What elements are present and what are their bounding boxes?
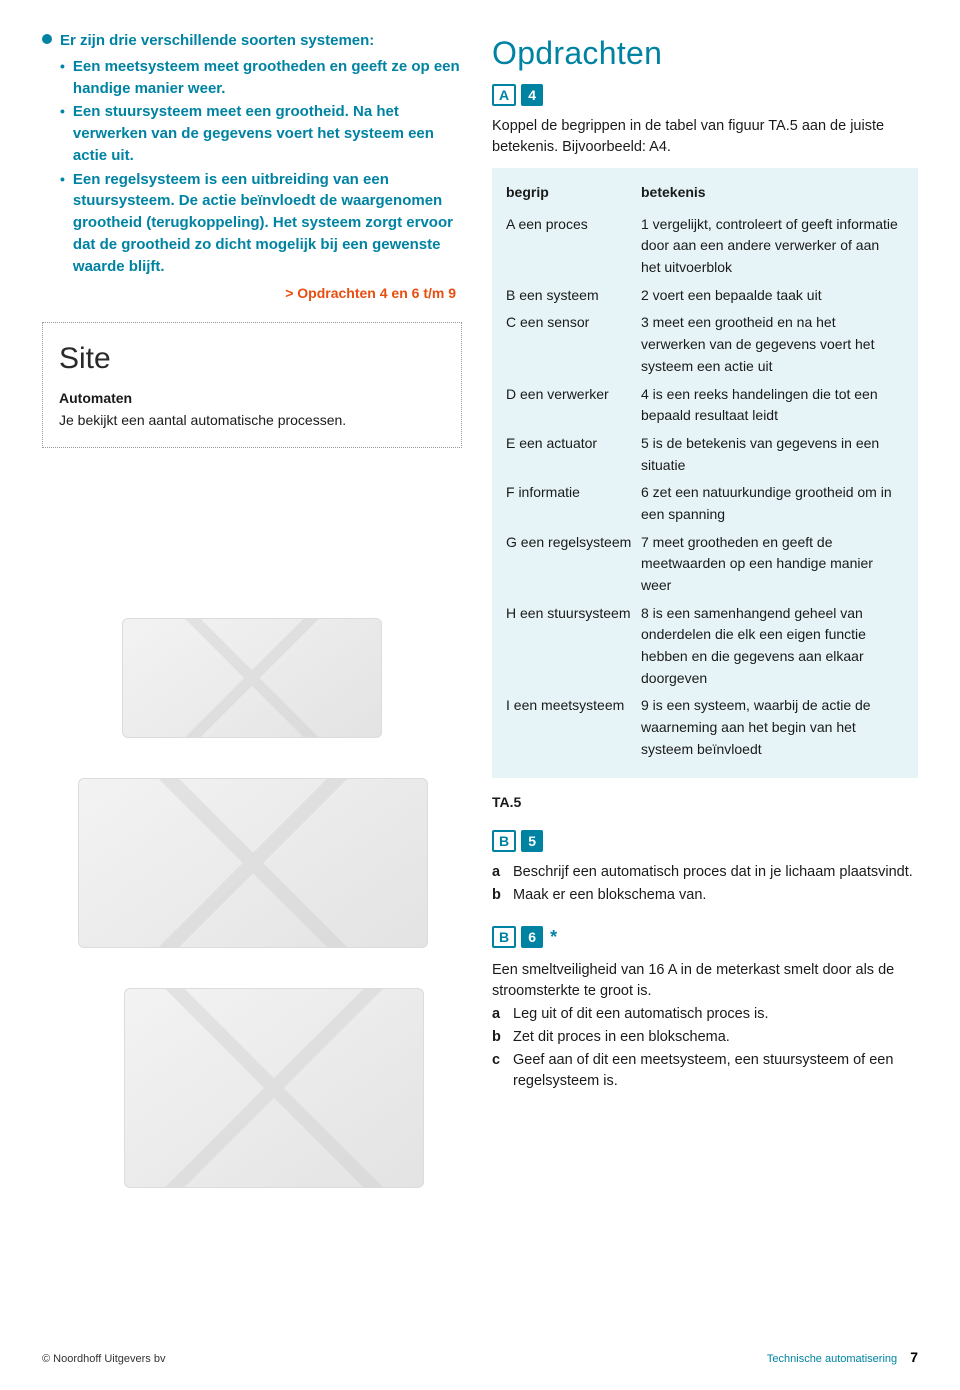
site-box: Site Automaten Je bekijkt een aantal aut… xyxy=(42,322,462,448)
question-letter: b xyxy=(492,1027,506,1048)
left-column: Er zijn drie verschillende soorten syste… xyxy=(42,30,462,1188)
right-column: Opdrachten A 4 Koppel de begrippen in de… xyxy=(492,30,918,1188)
sub-bullet: • Een meetsysteem meet grootheden en gee… xyxy=(60,56,462,100)
term-cell: A een proces xyxy=(506,211,641,282)
exercise-number-badge: 4 xyxy=(521,84,543,106)
table-row: F informatie6 zet een natuurkundige groo… xyxy=(506,479,904,528)
question-text: Leg uit of dit een automatisch proces is… xyxy=(513,1004,769,1025)
definition-cell: 8 is een samenhangend geheel van onderde… xyxy=(641,600,904,693)
term-cell: C een sensor xyxy=(506,309,641,380)
question-text: Zet dit proces in een blokschema. xyxy=(513,1027,730,1048)
term-cell: D een verwerker xyxy=(506,381,641,430)
lead-bullet: Er zijn drie verschillende soorten syste… xyxy=(42,30,462,52)
question-letter: a xyxy=(492,862,506,883)
figure-thermostat xyxy=(124,988,424,1188)
term-cell: B een systeem xyxy=(506,282,641,310)
bullet-text: Een stuursysteem meet een grootheid. Na … xyxy=(73,101,462,166)
table-header: begrip xyxy=(506,178,641,210)
bullet-dot-icon: • xyxy=(60,101,65,166)
table-row: G een regelsysteem7 meet grootheden en g… xyxy=(506,529,904,600)
term-cell: E een actuator xyxy=(506,430,641,479)
figure-home-automation xyxy=(78,778,428,948)
page-number: 7 xyxy=(910,1349,918,1365)
question-line: c Geef aan of dit een meetsysteem, een s… xyxy=(492,1050,918,1092)
question-letter: a xyxy=(492,1004,506,1025)
sub-bullet: • Een regelsysteem is een uitbreiding va… xyxy=(60,169,462,278)
exercise-intro: Koppel de begrippen in de tabel van figu… xyxy=(492,116,918,158)
exercise-number-badge: 5 xyxy=(521,830,543,852)
bullet-dot-icon: • xyxy=(60,169,65,278)
definition-cell: 2 voert een bepaalde taak uit xyxy=(641,282,904,310)
table-row: D een verwerker4 is een reeks handelinge… xyxy=(506,381,904,430)
term-cell: F informatie xyxy=(506,479,641,528)
definition-cell: 4 is een reeks handelingen die tot een b… xyxy=(641,381,904,430)
table-row: E een actuator5 is de betekenis van gege… xyxy=(506,430,904,479)
figure-thermometer xyxy=(122,618,382,738)
star-icon: * xyxy=(550,924,557,950)
definition-cell: 3 meet een grootheid en na het verwerken… xyxy=(641,309,904,380)
lead-text: Er zijn drie verschillende soorten syste… xyxy=(60,30,374,52)
exercise-label: B 5 xyxy=(492,830,918,852)
table-header: betekenis xyxy=(641,178,904,210)
level-badge: A xyxy=(492,84,516,106)
level-badge: B xyxy=(492,926,516,948)
term-cell: H een stuursysteem xyxy=(506,600,641,693)
bullet-text: Een meetsysteem meet grootheden en geeft… xyxy=(73,56,462,100)
cross-reference-link[interactable]: > Opdrachten 4 en 6 t/m 9 xyxy=(42,283,462,303)
table-row: B een systeem2 voert een bepaalde taak u… xyxy=(506,282,904,310)
table-caption: TA.5 xyxy=(492,792,918,812)
question-line: b Zet dit proces in een blokschema. xyxy=(492,1027,918,1048)
question-line: a Leg uit of dit een automatisch proces … xyxy=(492,1004,918,1025)
definition-cell: 5 is de betekenis van gegevens in een si… xyxy=(641,430,904,479)
term-cell: G een regelsysteem xyxy=(506,529,641,600)
bullet-text: Een regelsysteem is een uitbreiding van … xyxy=(73,169,462,278)
bullet-dot-icon xyxy=(42,34,52,44)
sub-bullet: • Een stuursysteem meet een grootheid. N… xyxy=(60,101,462,166)
exercise-intro: Een smeltveiligheid van 16 A in de meter… xyxy=(492,960,918,1002)
level-badge: B xyxy=(492,830,516,852)
term-cell: I een meetsysteem xyxy=(506,692,641,763)
question-text: Beschrijf een automatisch proces dat in … xyxy=(513,862,913,883)
bullet-dot-icon: • xyxy=(60,56,65,100)
exercise-label: A 4 xyxy=(492,84,918,106)
question-line: b Maak er een blokschema van. xyxy=(492,885,918,906)
definition-cell: 9 is een systeem, waarbij de actie de wa… xyxy=(641,692,904,763)
table-row: C een sensor3 meet een grootheid en na h… xyxy=(506,309,904,380)
question-text: Geef aan of dit een meetsysteem, een stu… xyxy=(513,1050,918,1092)
definitions-table: begrip betekenis A een proces1 vergelijk… xyxy=(492,168,918,777)
section-heading: Opdrachten xyxy=(492,30,918,76)
question-line: a Beschrijf een automatisch proces dat i… xyxy=(492,862,918,883)
question-letter: b xyxy=(492,885,506,906)
exercise-label: B 6 * xyxy=(492,924,918,950)
table-row: H een stuursysteem8 is een samenhangend … xyxy=(506,600,904,693)
exercise-number-badge: 6 xyxy=(521,926,543,948)
chapter-title: Technische automatisering xyxy=(767,1353,897,1365)
site-body: Je bekijkt een aantal automatische proce… xyxy=(59,410,445,430)
copyright: © Noordhoff Uitgevers bv xyxy=(42,1352,165,1368)
table-row: A een proces1 vergelijkt, controleert of… xyxy=(506,211,904,282)
site-title: Site xyxy=(59,337,445,381)
sub-bullet-list: • Een meetsysteem meet grootheden en gee… xyxy=(42,56,462,278)
question-text: Maak er een blokschema van. xyxy=(513,885,706,906)
definition-cell: 6 zet een natuurkundige grootheid om in … xyxy=(641,479,904,528)
question-letter: c xyxy=(492,1050,506,1092)
page-footer: © Noordhoff Uitgevers bv Technische auto… xyxy=(42,1347,918,1368)
table-row: I een meetsysteem9 is een systeem, waarb… xyxy=(506,692,904,763)
definition-cell: 7 meet grootheden en geeft de meetwaarde… xyxy=(641,529,904,600)
definition-cell: 1 vergelijkt, controleert of geeft infor… xyxy=(641,211,904,282)
site-subtitle: Automaten xyxy=(59,388,445,408)
